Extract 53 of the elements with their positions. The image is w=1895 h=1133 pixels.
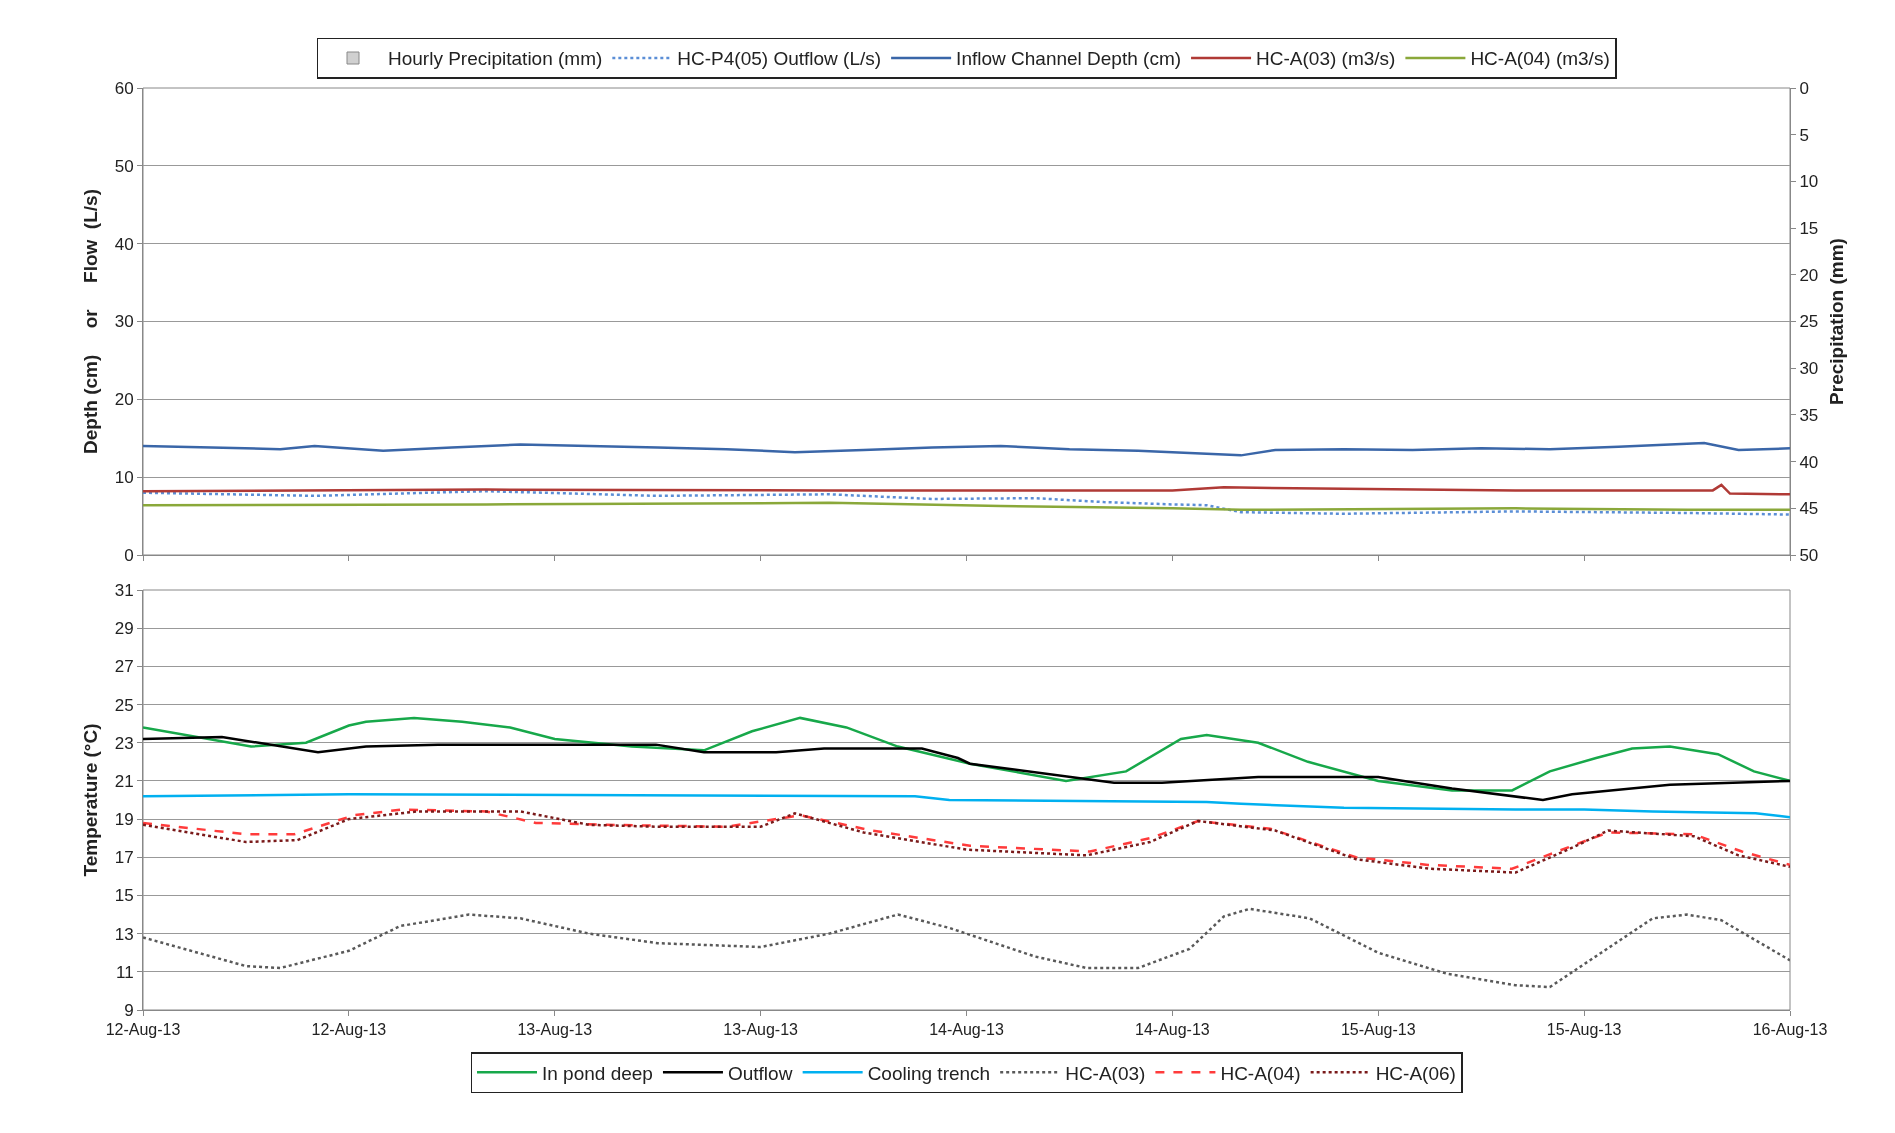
legend-label: Cooling trench: [867, 1062, 991, 1084]
legend-label: Outflow: [727, 1062, 793, 1084]
y2-tick-label: 25: [1799, 312, 1819, 332]
y-tick-label: 13: [114, 924, 134, 944]
y2-tick-label: 5: [1799, 125, 1809, 145]
y-tick-label: 19: [114, 810, 134, 830]
y2-tick-label: 35: [1799, 405, 1819, 425]
legend-label: HC-P4(05) Outflow (L/s): [677, 48, 882, 70]
y-tick-label: 27: [114, 657, 134, 677]
legend-label: HC-A(06): [1375, 1062, 1456, 1084]
y-tick-label: 0: [124, 545, 134, 565]
y-tick-label: 10: [114, 468, 134, 488]
legend-label: Hourly Precipitation (mm): [388, 48, 603, 70]
legend-label: HC-A(04): [1220, 1062, 1301, 1084]
x-tick-label: 15-Aug-13: [1340, 1021, 1416, 1039]
x-tick-label: 14-Aug-13: [1135, 1021, 1210, 1039]
y-tick-label: 17: [114, 848, 134, 868]
x-tick-label: 12-Aug-13: [311, 1021, 387, 1039]
legend-label: HC-A(03) (m3/s): [1256, 48, 1396, 70]
y2-tick-label: 15: [1799, 219, 1819, 239]
y-tick-label: 9: [124, 1000, 134, 1020]
y-tick-label: 15: [114, 886, 134, 906]
y-tick-label: 60: [114, 78, 134, 98]
y2-tick-label: 45: [1799, 499, 1819, 519]
y-tick-label: 23: [114, 733, 134, 753]
x-tick-label: 13-Aug-13: [723, 1021, 799, 1039]
x-tick-label: 12-Aug-13: [105, 1021, 181, 1039]
y-tick-label: 50: [114, 156, 134, 176]
y2-tick-label: 50: [1799, 545, 1819, 565]
legend-label: HC-A(04) (m3/s): [1470, 48, 1610, 70]
y2-tick-label: 0: [1799, 78, 1809, 98]
y-tick-label: 40: [114, 234, 134, 254]
y-tick-label: 30: [114, 312, 134, 332]
y-tick-label: 29: [114, 619, 134, 639]
y-tick-label: 25: [114, 695, 134, 715]
y-axis-title: Depth (cm) or Flow (L/s): [79, 189, 101, 454]
y2-axis-title: Precipitation (mm): [1826, 238, 1848, 405]
y-tick-label: 20: [114, 390, 134, 410]
y2-tick-label: 30: [1799, 359, 1819, 379]
x-tick-label: 14-Aug-13: [929, 1021, 1004, 1039]
y-axis-title: Temperature (°C): [79, 723, 101, 877]
legend-label: HC-A(03): [1065, 1062, 1146, 1084]
x-tick-label: 13-Aug-13: [517, 1021, 593, 1039]
y-tick-label: 21: [114, 771, 134, 791]
legend-label: Inflow Channel Depth (cm): [956, 48, 1182, 70]
x-tick-label: 15-Aug-13: [1546, 1021, 1622, 1039]
y2-tick-label: 40: [1799, 452, 1819, 472]
y-tick-label: 11: [115, 962, 134, 982]
legend-label: In pond deep: [542, 1062, 653, 1084]
x-tick-label: 16-Aug-13: [1752, 1021, 1828, 1039]
y2-tick-label: 10: [1799, 172, 1819, 192]
y2-tick-label: 20: [1799, 265, 1819, 285]
y-tick-label: 31: [114, 580, 134, 600]
